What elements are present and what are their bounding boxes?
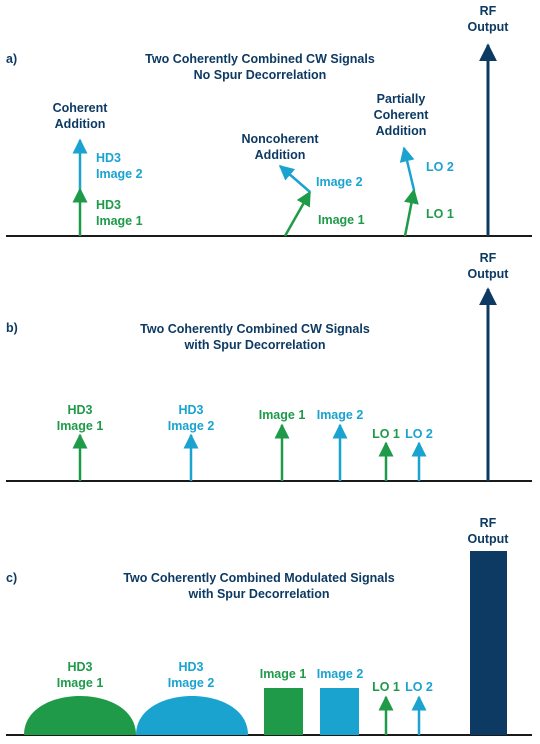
panel-b-rf-label-line2: Output xyxy=(468,267,510,281)
panel-a-coherent-line2: Addition xyxy=(55,117,106,131)
panel-c-lo1-label: LO 1 xyxy=(372,680,400,694)
panel-b-title-line1: Two Coherently Combined CW Signals xyxy=(140,322,370,336)
panel-b-title-line2: with Spur Decorrelation xyxy=(184,338,326,352)
panel-b-hd3-image1-line2: Image 1 xyxy=(57,419,104,433)
panel-b-image1-label: Image 1 xyxy=(259,408,306,422)
panel-a-lo2-arrow xyxy=(399,146,416,191)
panel-c-lo2-label: LO 2 xyxy=(405,680,433,694)
panel-c-image2-label: Image 2 xyxy=(317,667,364,681)
panel-a-image2-arrow xyxy=(278,165,311,193)
panel-c-title-line2: with Spur Decorrelation xyxy=(188,587,330,601)
panel-b: b) Two Coherently Combined CW Signals wi… xyxy=(6,251,532,482)
panel-c-rf-label-line2: Output xyxy=(468,532,510,546)
panel-c: c) Two Coherently Combined Modulated Sig… xyxy=(6,516,532,736)
panel-b-label: b) xyxy=(6,321,18,335)
panel-a-partial-line3: Addition xyxy=(376,124,427,138)
panel-a-partial-line2: Coherent xyxy=(374,108,430,122)
panel-a-image2-label: Image 2 xyxy=(316,175,363,189)
panel-b-lo1-label: LO 1 xyxy=(372,427,400,441)
panel-b-hd3-image2-line2: Image 2 xyxy=(168,419,215,433)
panel-c-hd3-image2-hump xyxy=(136,696,248,735)
panel-a-noncoherent-line2: Addition xyxy=(255,148,306,162)
panel-b-rf-label-line1: RF xyxy=(480,251,497,265)
panel-c-title-line1: Two Coherently Combined Modulated Signal… xyxy=(123,571,394,585)
panel-a-hd3-image1-line1: HD3 xyxy=(96,198,121,212)
panel-c-image1-block xyxy=(264,688,303,735)
panel-a-coherent-line1: Coherent xyxy=(53,101,109,115)
panel-a-label: a) xyxy=(6,52,17,66)
panel-c-label: c) xyxy=(6,571,17,585)
panel-a-image1-label: Image 1 xyxy=(318,213,365,227)
panel-a-partial-line1: Partially xyxy=(377,92,426,106)
panel-a-image1-arrow xyxy=(283,190,312,237)
panel-a-hd3-image2-line1: HD3 xyxy=(96,151,121,165)
panel-a-lo2-label: LO 2 xyxy=(426,160,454,174)
panel-a-hd3-image2-line2: Image 2 xyxy=(96,167,143,181)
panel-b-hd3-image2-line1: HD3 xyxy=(178,403,203,417)
panel-b-hd3-image1-line1: HD3 xyxy=(67,403,92,417)
panel-c-image1-label: Image 1 xyxy=(260,667,307,681)
panel-a-noncoherent-line1: Noncoherent xyxy=(241,132,319,146)
panel-c-hd3-image1-hump xyxy=(24,696,136,735)
panel-a-lo1-arrow xyxy=(403,188,419,237)
panel-c-hd3-image1-line1: HD3 xyxy=(67,660,92,674)
panel-c-hd3-image2-line1: HD3 xyxy=(178,660,203,674)
panel-a: a) Two Coherently Combined CW Signals No… xyxy=(6,4,532,237)
panel-c-image2-block xyxy=(320,688,359,735)
panel-c-rf-block xyxy=(470,551,507,735)
panel-a-rf-label-line1: RF xyxy=(480,4,497,18)
panel-c-hd3-image1-line2: Image 1 xyxy=(57,676,104,690)
panel-c-rf-label-line1: RF xyxy=(480,516,497,530)
panel-c-hd3-image2-line2: Image 2 xyxy=(168,676,215,690)
panel-a-rf-label-line2: Output xyxy=(468,20,510,34)
panel-a-title-line1: Two Coherently Combined CW Signals xyxy=(145,52,375,66)
panel-b-lo2-label: LO 2 xyxy=(405,427,433,441)
panel-a-lo1-label: LO 1 xyxy=(426,207,454,221)
panel-a-title-line2: No Spur Decorrelation xyxy=(194,68,327,82)
panel-a-hd3-image1-line2: Image 1 xyxy=(96,214,143,228)
panel-b-image2-label: Image 2 xyxy=(317,408,364,422)
